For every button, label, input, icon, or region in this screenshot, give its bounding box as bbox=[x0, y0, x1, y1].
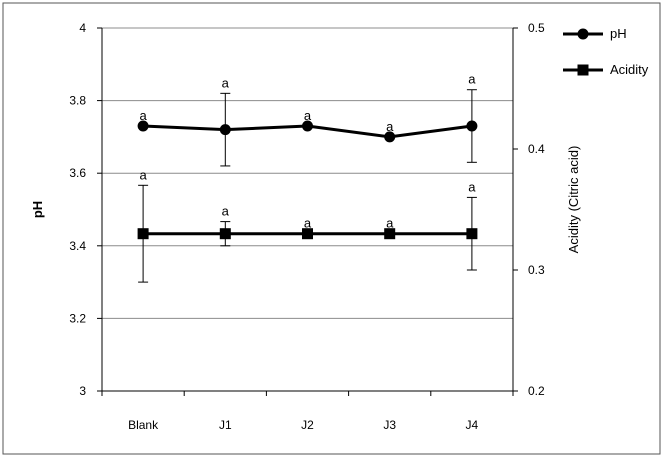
y-left-tick-label: 3.8 bbox=[69, 94, 86, 108]
y-right-tick-label: 0.3 bbox=[528, 263, 545, 277]
y-right-tick-label: 0.2 bbox=[528, 384, 545, 398]
data-point bbox=[466, 120, 478, 132]
legend-item-ph: pH bbox=[563, 26, 627, 41]
significance-label: a bbox=[139, 167, 147, 182]
data-point bbox=[384, 228, 396, 240]
series-acidity: a a a a a bbox=[137, 167, 478, 283]
data-point bbox=[219, 228, 231, 240]
chart-frame bbox=[2, 2, 661, 455]
significance-label: a bbox=[386, 216, 394, 231]
legend-item-acidity: Acidity bbox=[563, 62, 649, 77]
y-left-axis-title: pH bbox=[30, 201, 45, 218]
significance-label: a bbox=[468, 72, 476, 87]
data-point bbox=[384, 131, 396, 143]
significance-label: a bbox=[386, 119, 394, 134]
significance-label: a bbox=[304, 216, 312, 231]
series-ph: a a a a a bbox=[137, 72, 478, 167]
significance-label: a bbox=[222, 204, 230, 219]
significance-label: a bbox=[304, 108, 312, 123]
legend-marker bbox=[577, 28, 589, 40]
legend-label: Acidity bbox=[610, 62, 649, 77]
y-right-tick-label: 0.4 bbox=[528, 142, 545, 156]
series-layer: a a a a a a a a a a bbox=[137, 72, 478, 283]
significance-label: a bbox=[222, 75, 230, 90]
y-right-axis-title: Acidity (Citric acid) bbox=[566, 146, 581, 254]
y-left-tick-label: 3.4 bbox=[69, 239, 86, 253]
y-left-tick-label: 3 bbox=[79, 384, 86, 398]
significance-label: a bbox=[468, 179, 476, 194]
data-point bbox=[137, 120, 149, 132]
gridlines bbox=[102, 27, 513, 319]
significance-label: a bbox=[139, 108, 147, 123]
y-left-tick-label: 3.6 bbox=[69, 166, 86, 180]
y-left-tick-label: 4 bbox=[79, 21, 86, 35]
data-point bbox=[137, 228, 149, 240]
data-point bbox=[219, 124, 231, 136]
data-point bbox=[302, 228, 313, 240]
axes: 3 3.2 3.4 3.6 3.8 4 0.2 0.3 0.4 0.5 Blank J1 J2 J3 J4 p… bbox=[30, 21, 581, 432]
y-right-tick-label: 0.5 bbox=[528, 21, 545, 35]
data-point bbox=[466, 228, 478, 240]
x-tick-label: J4 bbox=[466, 418, 479, 432]
legend-label: pH bbox=[610, 26, 627, 41]
data-point bbox=[302, 120, 313, 132]
y-left-tick-label: 3.2 bbox=[69, 311, 86, 325]
x-tick-label: J1 bbox=[219, 418, 232, 432]
x-tick-label: J2 bbox=[301, 418, 314, 432]
x-tick-label: J3 bbox=[383, 418, 396, 432]
legend: pH Acidity bbox=[563, 26, 649, 77]
legend-marker bbox=[577, 64, 589, 76]
x-tick-label: Blank bbox=[128, 418, 159, 432]
